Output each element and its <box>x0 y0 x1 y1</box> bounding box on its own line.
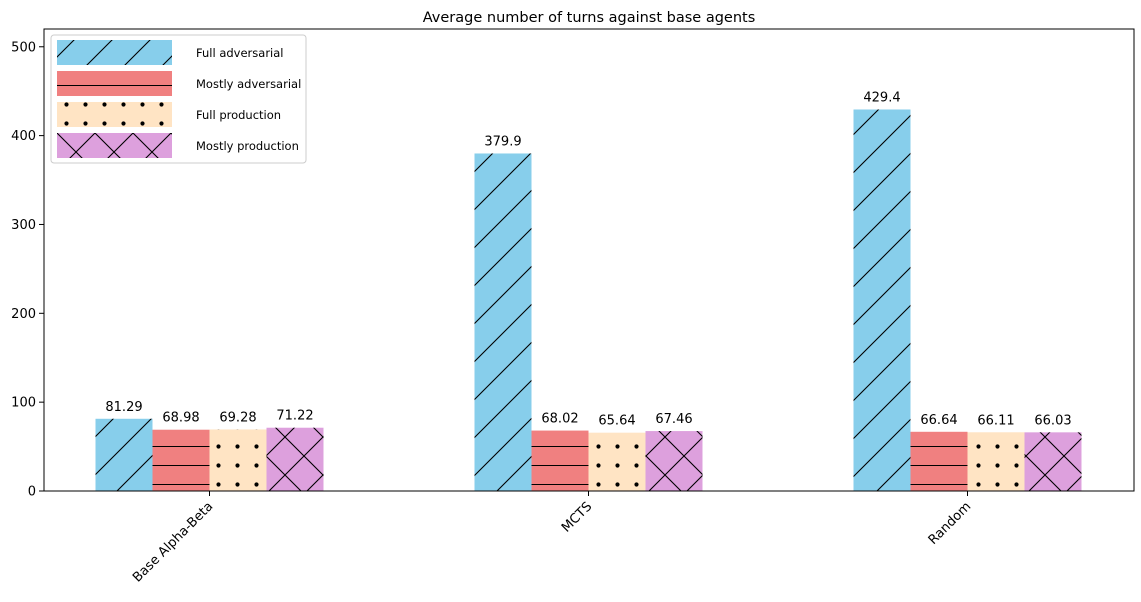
legend-label-mostly-adversarial: Mostly adversarial <box>196 77 301 91</box>
bar-hatch-mostly-production-random <box>1024 432 1082 491</box>
legend-swatch-hatch-full-production <box>57 102 172 127</box>
legend-label-full-production: Full production <box>196 108 281 122</box>
bar-hatch-full-adversarial-random <box>853 109 911 491</box>
bar-hatch-mostly-production-mcts <box>645 431 703 491</box>
x-tick-label: Base Alpha-Beta <box>130 499 216 585</box>
value-label: 429.4 <box>863 90 900 105</box>
value-label: 379.9 <box>484 134 521 149</box>
bar-hatch-full-adversarial-base-alpha-beta <box>95 418 153 491</box>
bar-hatch-mostly-adversarial-random <box>910 431 968 491</box>
value-label: 67.46 <box>655 412 692 427</box>
value-label: 71.22 <box>276 409 313 424</box>
legend-swatch-hatch-mostly-adversarial <box>57 71 172 96</box>
bar-hatch-full-production-random <box>967 432 1025 491</box>
y-tick-label: 500 <box>11 40 36 55</box>
y-tick-label: 300 <box>11 218 36 233</box>
bar-hatch-full-production-base-alpha-beta <box>209 429 267 491</box>
value-label: 66.64 <box>920 413 957 428</box>
legend: Full adversarial Mostly adversarial Full p… <box>50 34 307 164</box>
value-label: 65.64 <box>598 414 635 429</box>
bar-hatch-full-adversarial-mcts <box>474 153 532 492</box>
bar-hatch-full-production-mcts <box>588 432 646 491</box>
value-label: 66.11 <box>977 413 1014 428</box>
value-label: 66.03 <box>1034 413 1071 428</box>
value-label: 68.98 <box>162 411 199 426</box>
y-tick-label: 100 <box>11 396 36 411</box>
legend-label-full-adversarial: Full adversarial <box>196 46 283 60</box>
y-tick-label: 0 <box>28 485 36 500</box>
y-tick-label: 400 <box>11 129 36 144</box>
value-label: 81.29 <box>105 400 142 415</box>
bar-hatch-mostly-adversarial-base-alpha-beta <box>152 429 210 491</box>
legend-swatch-hatch-full-adversarial <box>57 40 172 65</box>
legend-label-mostly-production: Mostly production <box>196 139 299 153</box>
x-tick-label: MCTS <box>559 499 595 535</box>
legend-swatch-hatch-mostly-production <box>57 133 172 158</box>
chart-title: Average number of turns against base age… <box>423 10 756 26</box>
bar-hatch-mostly-production-base-alpha-beta <box>266 427 324 491</box>
legend-frame <box>50 34 307 164</box>
bar-hatch-mostly-adversarial-mcts <box>531 430 589 491</box>
value-label: 68.02 <box>541 412 578 427</box>
y-tick-label: 200 <box>11 307 36 322</box>
value-label: 69.28 <box>219 410 256 425</box>
x-tick-label: Random <box>926 499 975 548</box>
